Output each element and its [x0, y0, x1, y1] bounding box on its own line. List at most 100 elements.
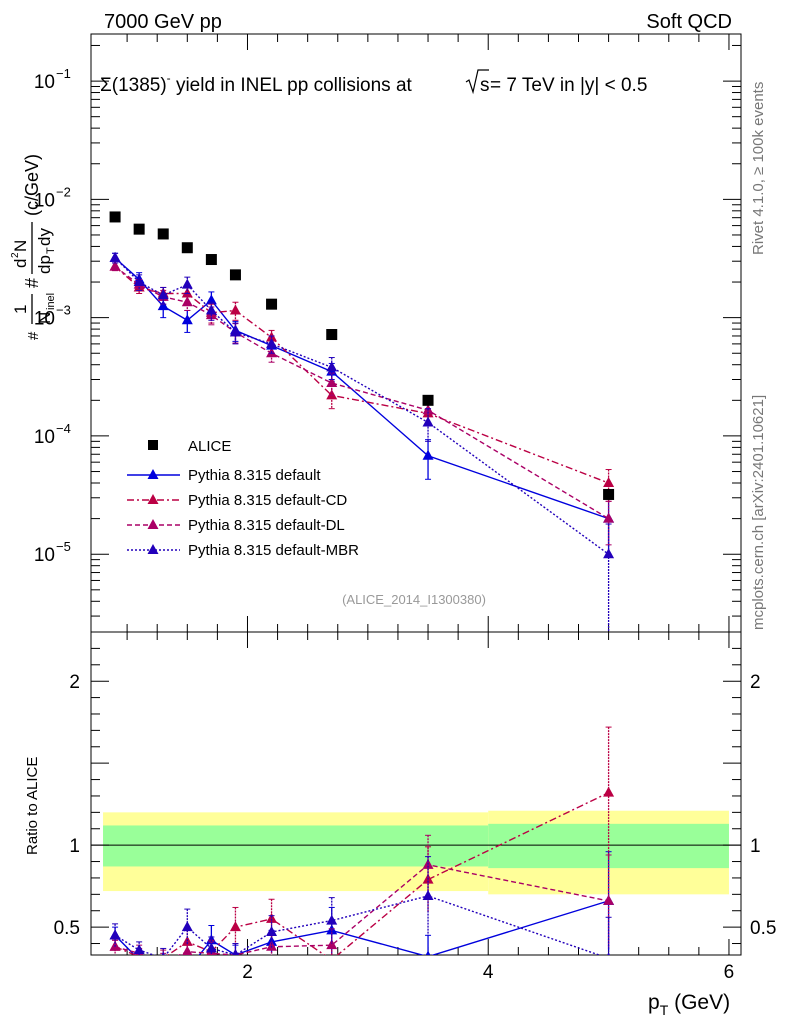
series-point-3 — [603, 548, 615, 559]
series-ratio-point-2 — [603, 894, 615, 905]
series-ratio-point-2 — [326, 939, 338, 950]
ratio-y-tick-label-right: 0.5 — [750, 918, 776, 939]
title-prefix: Σ(1385) — [100, 75, 167, 96]
svg-text:T: T — [45, 247, 57, 254]
alice-point — [181, 242, 193, 254]
series-ratio-point-0 — [425, 950, 431, 955]
series-line-0 — [114, 257, 609, 520]
plot-title: Σ(1385)- yield in INEL pp collisions at — [100, 71, 413, 96]
series-ratio-point-0 — [182, 964, 193, 974]
svg-text:1: 1 — [11, 305, 30, 314]
alice-point — [229, 269, 241, 281]
series-ratio-point-3 — [422, 889, 434, 900]
series-point-3 — [229, 326, 241, 337]
alice-point — [157, 228, 169, 240]
title-radicand: s — [480, 75, 490, 96]
svg-text:#: # — [25, 331, 42, 340]
series-ratio-point-3 — [205, 942, 217, 953]
series-point-1 — [229, 304, 241, 315]
main-y-tick-exponent: −1 — [56, 66, 71, 81]
legend-marker-alice — [148, 440, 158, 450]
legend-marker-3 — [147, 544, 159, 554]
svg-text:N: N — [35, 312, 54, 324]
series-point-3 — [157, 289, 169, 300]
alice-point — [205, 254, 217, 266]
series-ratio-point-3 — [109, 929, 121, 940]
ratio-plot-data — [109, 726, 615, 974]
svg-text:2: 2 — [10, 252, 21, 258]
svg-text:#: # — [22, 278, 42, 288]
series-point-3 — [422, 416, 434, 427]
title-root-group: s = 7 TeV in |y| < 0.5 — [465, 69, 647, 96]
side-label-rivet: Rivet 4.1.0, ≥ 100k events — [750, 82, 767, 255]
main-y-tick-exponent: −5 — [56, 539, 71, 554]
main-y-tick-exponent: −4 — [56, 421, 71, 436]
main-plot-data — [109, 211, 615, 632]
x-axis-label: pT (GeV) — [648, 991, 730, 1018]
svg-text:N: N — [11, 240, 30, 252]
main-y-tick-label: 10 — [34, 72, 55, 93]
main-y-tick-label: 10 — [34, 427, 55, 448]
series-point-2 — [603, 512, 615, 523]
series-ratio-point-3 — [181, 921, 193, 932]
series-ratio-point-1 — [229, 921, 241, 932]
series-line-1 — [114, 266, 609, 484]
series-ratio-line-1 — [114, 792, 609, 955]
ratio-plot-frame — [90, 631, 742, 956]
series-point-2 — [181, 296, 193, 307]
series-ratio-line-2 — [114, 864, 609, 955]
svg-text:d: d — [11, 259, 30, 268]
alice-point — [603, 488, 615, 500]
title-mid: yield in INEL pp collisions at — [171, 75, 413, 96]
series-ratio-point-1 — [603, 786, 615, 797]
series-ratio-point-3 — [161, 952, 165, 955]
ratio-y-tick-label-right: 1 — [750, 836, 761, 857]
legend-marker-0 — [147, 469, 159, 479]
alice-point — [266, 298, 278, 310]
ratio-band-stat-0 — [103, 825, 489, 867]
series-point-3 — [205, 304, 217, 315]
series-ratio-point-3 — [133, 944, 145, 955]
legend-label-0: Pythia 8.315 default — [188, 467, 321, 484]
series-ratio-line-3 — [114, 895, 602, 955]
legend-label-1: Pythia 8.315 default-CD — [188, 492, 347, 509]
svg-text:dy: dy — [35, 228, 54, 246]
ratio-y-tick-label-right: 2 — [750, 672, 761, 693]
series-point-1 — [603, 477, 615, 488]
series-point-2 — [326, 377, 338, 388]
x-tick-label: 4 — [483, 962, 494, 983]
title-suffix: = 7 TeV in |y| < 0.5 — [490, 75, 647, 96]
series-ratio-point-3 — [326, 914, 338, 925]
series-ratio-point-3 — [607, 952, 611, 955]
ratio-y-tick-label-left: 2 — [69, 672, 80, 693]
ratio-bands — [103, 810, 729, 895]
reference-label: (ALICE_2014_I1300380) — [342, 592, 486, 607]
series-ratio-point-3 — [232, 949, 239, 955]
series-line-2 — [114, 266, 609, 520]
ratio-y-tick-label-left: 1 — [69, 836, 80, 857]
series-point-3 — [109, 251, 121, 262]
series-ratio-point-0 — [158, 962, 169, 972]
side-label-mcplots: mcplots.cern.ch [arXiv:2401.10621] — [750, 395, 767, 630]
legend-label-alice: ALICE — [188, 438, 231, 455]
series-ratio-point-2 — [158, 956, 169, 966]
legend: ALICE Pythia 8.315 default Pythia 8.315 d… — [127, 438, 359, 559]
series-point-3 — [266, 337, 278, 348]
ratio-y-axis-label: Ratio to ALICE — [24, 757, 41, 855]
legend-marker-2 — [147, 519, 159, 529]
ratio-y-tick-label-left: 0.5 — [54, 918, 80, 939]
series-point-0 — [181, 314, 193, 325]
legend-marker-1 — [147, 494, 159, 504]
x-tick-label: 2 — [242, 962, 253, 983]
x-tick-label: 6 — [724, 962, 735, 983]
series-line-3 — [114, 257, 610, 555]
main-y-tick-exponent: −2 — [56, 184, 71, 199]
series-point-3 — [181, 278, 193, 289]
main-y-axis-label: # 1 N inel # d 2 N dp T dy (c/GeV) — [10, 154, 57, 340]
svg-text:inel: inel — [45, 293, 57, 310]
series-point-3 — [326, 361, 338, 372]
series-point-0 — [422, 449, 434, 460]
main-y-tick-label: 10 — [34, 190, 55, 211]
sqrt-sign — [465, 69, 489, 95]
